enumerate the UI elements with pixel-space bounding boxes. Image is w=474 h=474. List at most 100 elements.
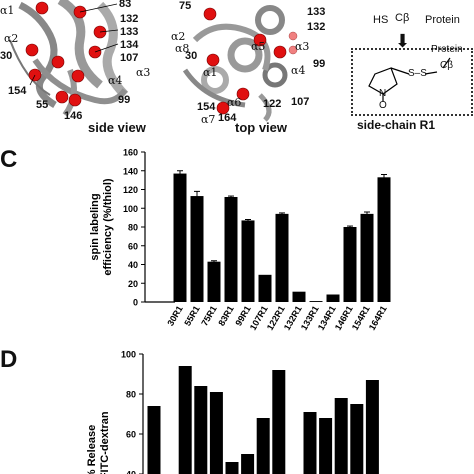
residue-label: 30 (0, 50, 13, 62)
residue-label: 133 (307, 6, 326, 18)
bar (178, 366, 192, 474)
helix-label: α7 (201, 113, 216, 126)
bar (194, 386, 208, 474)
y-axis-label: spin labelingefficiency (%/thiol) (89, 178, 114, 276)
residue-label: 55 (36, 99, 49, 111)
residue-sphere (253, 33, 267, 47)
bar (275, 213, 289, 302)
residue-label: 164 (218, 112, 237, 124)
residue-label: 154 (8, 85, 27, 97)
y-tick-label: 80 (126, 390, 136, 400)
spin-label-scheme: HS Cβ Protein ⬇ S–S Cβ Protein N O side-… (335, 0, 474, 140)
residue-sphere (273, 45, 287, 59)
x-tick-label: 30R1 (165, 304, 184, 328)
protein-text: Protein (431, 44, 463, 55)
residue-label: 107 (291, 96, 310, 108)
residue-sphere (93, 25, 107, 39)
bar (258, 274, 272, 302)
residue-sphere (35, 1, 49, 15)
top-view-label: top view (235, 120, 288, 135)
cbeta-text: Cβ (440, 60, 453, 71)
residue-sphere (55, 90, 69, 104)
y-tick-label: 100 (121, 350, 136, 360)
chart-c: 0 20 40 60 80 100 120 140 160 spin labelingeffici… (89, 148, 391, 332)
residue-sphere (51, 55, 65, 69)
x-tick-label: 55R1 (182, 304, 201, 328)
helix-label: α3 (136, 66, 151, 79)
residue-label: 99 (118, 94, 131, 106)
residue-label: 154 (197, 101, 216, 113)
helix-label: α3 (295, 40, 310, 53)
nitroxide-structure (368, 57, 451, 102)
r1-box (351, 48, 473, 116)
residue-sphere (206, 53, 220, 67)
bar (334, 398, 348, 474)
bar (241, 454, 255, 474)
residue-sphere (25, 43, 39, 57)
top-view-ribbon (182, 5, 298, 122)
protein-text: Protein (425, 14, 460, 26)
helix-label: α2 (4, 32, 19, 45)
bar (225, 462, 239, 474)
y-tick-label: 80 (128, 223, 138, 233)
x-tick-label: 83R1 (216, 304, 235, 328)
y-tick-label: 60 (128, 241, 138, 251)
bar (209, 392, 223, 474)
residue-sphere (68, 93, 82, 107)
residue-label: 132 (120, 13, 139, 25)
residue-sphere (236, 87, 250, 101)
helix-label: α1 (203, 66, 218, 79)
thiol-text: HS (373, 14, 389, 26)
bar (319, 418, 333, 474)
reaction-arrow: ⬇ (395, 31, 411, 51)
bar (256, 418, 270, 474)
bar (147, 406, 161, 474)
helix-label: α8 (175, 42, 190, 55)
panel-d-letter: D (0, 346, 18, 373)
bar (350, 404, 364, 474)
y-tick-label: 60 (126, 430, 136, 440)
bar (190, 196, 204, 302)
helix-label: α2 (171, 30, 186, 43)
residue-label: 122 (263, 98, 282, 110)
residue-sphere (203, 7, 217, 21)
side-view-structure: 83 132 133 134 107 99 146 55 154 30 α2 α… (0, 0, 160, 125)
residue-sphere (216, 101, 230, 115)
side-view-label: side view (88, 120, 146, 135)
x-tick-label: 75R1 (199, 304, 218, 328)
residue-label: 107 (120, 52, 139, 64)
top-view-structure: 75 133 132 99 107 122 164 154 30 α2 α8 α… (165, 0, 330, 126)
disulfide-text: S–S (408, 68, 427, 79)
bar (343, 227, 357, 302)
side-view-ribbon (9, 0, 129, 117)
y-tick-label: 140 (123, 166, 138, 176)
residue-label: 30 (185, 50, 198, 62)
cbeta-text: Cβ (395, 12, 410, 24)
bar (377, 177, 391, 302)
residue-label: 83 (119, 0, 132, 10)
helix-label: α6 (227, 96, 242, 109)
residue-sphere (71, 69, 85, 83)
side-chain-r1-label: side-chain R1 (357, 118, 436, 132)
y-tick-label: 40 (126, 470, 136, 474)
residue-label: 132 (307, 21, 326, 33)
nitroxide-n: N (379, 88, 387, 99)
y-tick-label: 40 (128, 260, 138, 270)
helix-label: α5 (251, 40, 266, 53)
bar (303, 412, 317, 474)
y-tick-label: 0 (133, 298, 138, 308)
bar (241, 220, 255, 302)
panel-c-letter: C (0, 146, 18, 173)
bar (173, 173, 187, 302)
helix-label: α4 (291, 64, 306, 77)
bar (365, 380, 379, 474)
bar (224, 197, 238, 302)
helix-label: α1 (0, 4, 15, 17)
y-tick-label: 100 (123, 204, 138, 214)
bar (207, 261, 221, 302)
nitroxide-o: O (379, 100, 387, 111)
residue-label: 133 (120, 26, 139, 38)
y-axis-label: % Releaseof FITC-dextran (86, 411, 111, 474)
bar (292, 291, 306, 302)
residue-label: 146 (64, 110, 83, 122)
